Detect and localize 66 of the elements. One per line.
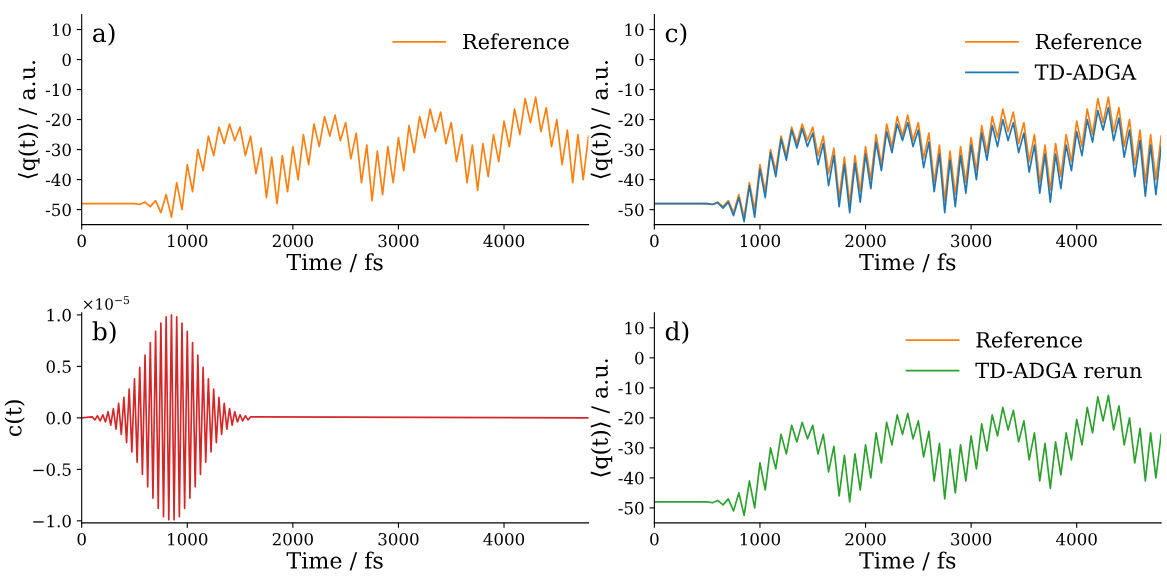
y-tick-label: 10 (625, 321, 644, 335)
y-tick-label: -30 (618, 143, 644, 157)
y-tick-label: -20 (45, 113, 71, 127)
x-axis-title: Time / fs (286, 253, 383, 273)
legend-label: Reference (463, 33, 569, 50)
y-tick-label: -20 (618, 113, 644, 127)
y-tick-label: -40 (45, 173, 71, 187)
y-tick-label: 0 (635, 351, 644, 365)
legend-label: TD-ADGA (1034, 64, 1137, 80)
x-tick-label: 4000 (483, 532, 525, 546)
y-tick-label: -10 (618, 381, 644, 395)
y-tick-label: -50 (618, 203, 644, 217)
x-tick-label: 1000 (740, 532, 781, 546)
x-tick-label: 0 (650, 234, 659, 248)
y-tick-label: -20 (618, 411, 644, 425)
x-axis-title: Time / fs (859, 551, 956, 571)
y-tick-label: -30 (618, 441, 644, 455)
x-tick-label: 0 (650, 532, 659, 546)
text: ×10$^{−5}$ (83, 296, 130, 310)
x-tick-label: 4000 (1056, 234, 1097, 248)
y-tick-label: 1.0 (47, 308, 71, 322)
x-tick-label: 2000 (272, 532, 313, 546)
y-tick-label: -50 (45, 203, 71, 217)
x-tick-label: 1000 (168, 532, 208, 546)
y-axis-title: c(t) (4, 400, 25, 437)
annotation: a) (93, 22, 115, 46)
x-tick-label: 2000 (272, 234, 313, 248)
y-axis-title: ⟨q(t)⟩ / a.u. (590, 359, 613, 477)
y-axis-title: ⟨q(t)⟩ / a.u. (590, 61, 613, 179)
x-tick-label: 1000 (740, 234, 781, 248)
y-tick-label: 0.5 (46, 360, 71, 373)
x-tick-label: 0 (77, 234, 86, 248)
x-tick-label: 2000 (845, 234, 886, 248)
legend-label: Reference (1035, 33, 1142, 50)
x-tick-label: 0 (77, 532, 86, 546)
y-tick-label: -50 (618, 501, 644, 515)
y-tick-label: 10 (52, 23, 71, 37)
legend-label: TD-ADGA rerun (975, 362, 1142, 379)
x-tick-label: 4000 (483, 234, 525, 248)
y-tick-label: 10 (625, 23, 644, 37)
annotation: c) (665, 22, 687, 46)
x-axis-title: Time / fs (286, 551, 383, 571)
y-axis-title: ⟨q(t)⟩ / a.u. (18, 61, 40, 179)
line-series (81, 96, 589, 218)
annotation: d) (665, 321, 689, 345)
x-tick-label: 4000 (1056, 532, 1097, 546)
y-tick-label: -30 (45, 143, 71, 157)
x-tick-label: 3000 (378, 532, 419, 546)
y-tick-label: -40 (618, 173, 644, 187)
x-tick-label: 2000 (845, 532, 886, 546)
line-series (654, 394, 1162, 517)
x-tick-label: 3000 (951, 234, 992, 248)
y-tick-label: -40 (618, 471, 644, 485)
y-tick-label: 0 (635, 53, 644, 67)
y-tick-label: −1.0 (33, 514, 71, 528)
x-axis-title: Time / fs (859, 253, 956, 273)
annotation: b) (92, 321, 116, 345)
x-tick-label: 1000 (168, 234, 208, 248)
y-tick-label: -10 (45, 83, 71, 97)
legend-label: Reference (976, 331, 1082, 348)
x-tick-label: 3000 (951, 532, 992, 546)
y-tick-label: 0 (62, 53, 71, 67)
y-tick-label: 0.0 (46, 411, 71, 425)
y-tick-label: -10 (618, 83, 644, 97)
x-tick-label: 3000 (378, 234, 419, 248)
y-tick-label: −0.5 (33, 463, 71, 476)
